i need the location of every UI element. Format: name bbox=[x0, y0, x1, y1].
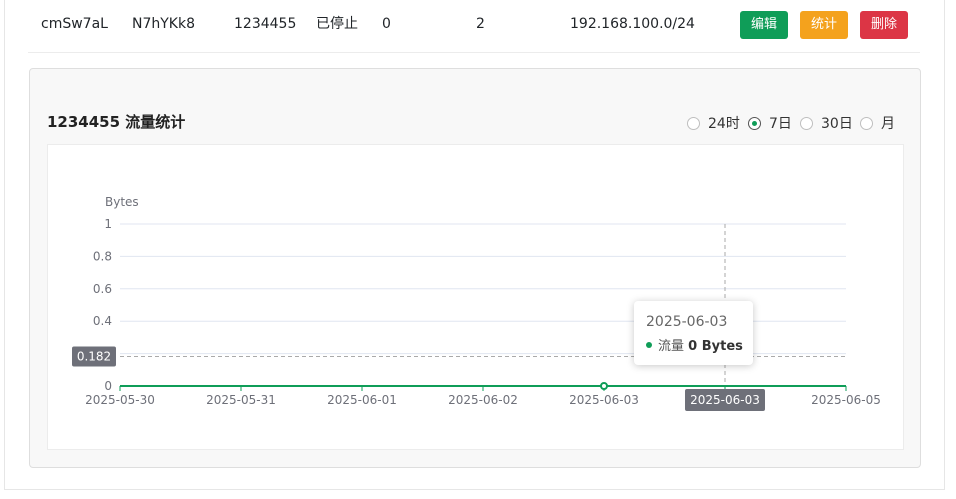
row-count-b: 2 bbox=[476, 16, 485, 32]
row-id: 1234455 bbox=[234, 16, 297, 32]
row-subnet: 192.168.100.0/24 bbox=[570, 16, 695, 32]
y-tick-label: 0.6 bbox=[93, 282, 112, 296]
radio-icon bbox=[687, 117, 700, 130]
radio-icon bbox=[800, 117, 813, 130]
table-row: cmSw7aL N7hYKk8 1234455 已停止 0 2 192.168.… bbox=[28, 0, 920, 53]
tooltip-series-name: 流量 bbox=[658, 339, 685, 354]
row-key: N7hYKk8 bbox=[132, 16, 195, 32]
y-tick-label: 0.4 bbox=[93, 314, 112, 328]
y-tick-label: 1 bbox=[104, 217, 112, 231]
row-status: 已停止 bbox=[316, 16, 358, 32]
y-axis-label: Bytes bbox=[105, 195, 139, 209]
range-label: 24时 bbox=[708, 116, 740, 132]
y-tick-label: 0 bbox=[104, 379, 112, 393]
range-label: 7日 bbox=[769, 116, 792, 132]
panel-title: 1234455 流量统计 bbox=[47, 113, 186, 131]
x-tick-label: 2025-06-03 bbox=[569, 393, 639, 407]
tooltip-value-line: 流量 0 Bytes bbox=[646, 335, 743, 354]
tooltip-date: 2025-06-03 bbox=[646, 314, 728, 330]
range-label: 月 bbox=[881, 116, 895, 132]
radio-icon bbox=[860, 117, 873, 130]
highlight-point bbox=[600, 382, 608, 390]
chart-tooltip: 2025-06-03 流量 0 Bytes bbox=[634, 301, 753, 365]
y-cursor-label-bg bbox=[72, 346, 116, 367]
x-tick-label: 2025-05-30 bbox=[85, 393, 155, 407]
range-option-30d[interactable]: 30日 bbox=[800, 113, 853, 133]
x-cursor-label: 2025-06-03 bbox=[690, 393, 760, 407]
stats-button[interactable]: 统计 bbox=[800, 11, 848, 39]
row-count-a: 0 bbox=[382, 16, 391, 32]
tooltip-value: 0 Bytes bbox=[688, 339, 743, 354]
x-tick-label: 2025-06-05 bbox=[811, 393, 881, 407]
x-tick-label: 2025-05-31 bbox=[206, 393, 276, 407]
range-option-7d[interactable]: 7日 bbox=[748, 113, 792, 133]
y-cursor-label: 0.182 bbox=[77, 350, 111, 364]
range-option-24h[interactable]: 24时 bbox=[687, 113, 740, 133]
series-dot-icon bbox=[646, 342, 652, 348]
x-tick-label: 2025-06-02 bbox=[448, 393, 518, 407]
radio-checked-icon bbox=[748, 117, 761, 130]
range-option-month[interactable]: 月 bbox=[860, 113, 895, 133]
x-tick-label: 2025-06-01 bbox=[327, 393, 397, 407]
x-cursor-label-bg bbox=[685, 389, 765, 411]
delete-button[interactable]: 删除 bbox=[860, 11, 908, 39]
edit-button[interactable]: 编辑 bbox=[740, 11, 788, 39]
range-label: 30日 bbox=[821, 116, 853, 132]
y-tick-label: 0.8 bbox=[93, 249, 112, 263]
row-name: cmSw7aL bbox=[41, 16, 108, 32]
traffic-stats-panel: 1234455 流量统计 24时 7日 30日 月 bbox=[29, 68, 921, 468]
